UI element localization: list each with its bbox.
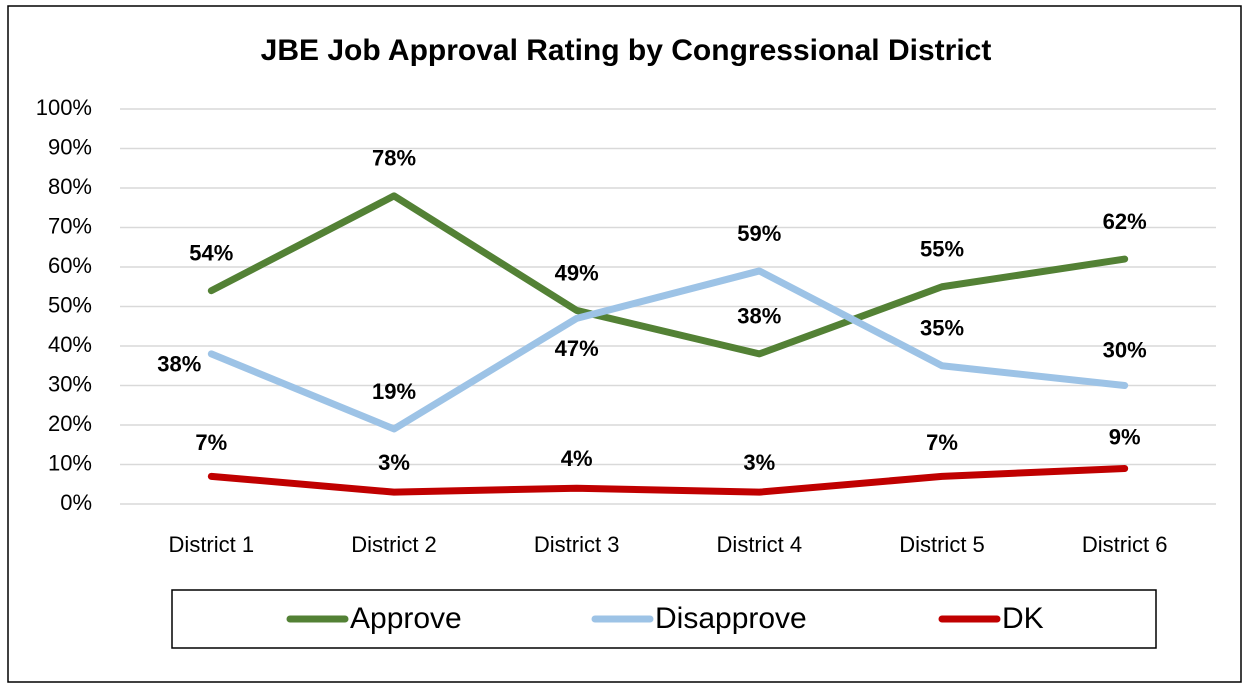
y-tick-label: 20% xyxy=(48,411,92,436)
x-tick-label: District 1 xyxy=(169,532,255,557)
data-label: 7% xyxy=(926,430,958,455)
chart-border xyxy=(7,5,1242,683)
data-label: 35% xyxy=(920,316,964,341)
data-label: 47% xyxy=(555,336,599,361)
series-line xyxy=(207,267,1129,433)
data-label: 59% xyxy=(737,221,781,246)
data-label: 49% xyxy=(555,260,599,285)
data-label: 78% xyxy=(372,146,416,171)
data-label: 30% xyxy=(1103,337,1147,362)
x-tick-label: District 5 xyxy=(899,532,985,557)
series-line xyxy=(207,464,1129,496)
y-tick-label: 10% xyxy=(48,450,92,475)
data-label: 55% xyxy=(920,237,964,262)
y-tick-label: 80% xyxy=(48,174,92,199)
y-tick-label: 100% xyxy=(36,95,92,120)
y-tick-label: 40% xyxy=(48,332,92,357)
legend-label: Approve xyxy=(350,602,462,635)
data-label: 3% xyxy=(743,450,775,475)
y-tick-label: 90% xyxy=(48,134,92,159)
data-label: 38% xyxy=(157,352,201,377)
legend-label: Disapprove xyxy=(655,602,807,635)
x-tick-label: District 2 xyxy=(351,532,437,557)
data-label: 19% xyxy=(372,379,416,404)
data-label: 54% xyxy=(189,241,233,266)
data-label: 62% xyxy=(1103,209,1147,234)
data-label: 9% xyxy=(1109,424,1141,449)
y-tick-label: 0% xyxy=(60,490,92,515)
data-label: 4% xyxy=(561,446,593,471)
legend-label: DK xyxy=(1002,602,1044,635)
y-tick-label: 50% xyxy=(48,292,92,317)
data-label: 7% xyxy=(195,430,227,455)
data-label: 3% xyxy=(378,450,410,475)
x-tick-label: District 6 xyxy=(1082,532,1168,557)
y-tick-label: 70% xyxy=(48,213,92,238)
data-label: 38% xyxy=(737,304,781,329)
y-tick-label: 30% xyxy=(48,371,92,396)
x-tick-label: District 3 xyxy=(534,532,620,557)
series-line xyxy=(207,192,1129,358)
y-tick-label: 60% xyxy=(48,253,92,278)
x-tick-label: District 4 xyxy=(717,532,803,557)
chart-title: JBE Job Approval Rating by Congressional… xyxy=(261,34,992,67)
